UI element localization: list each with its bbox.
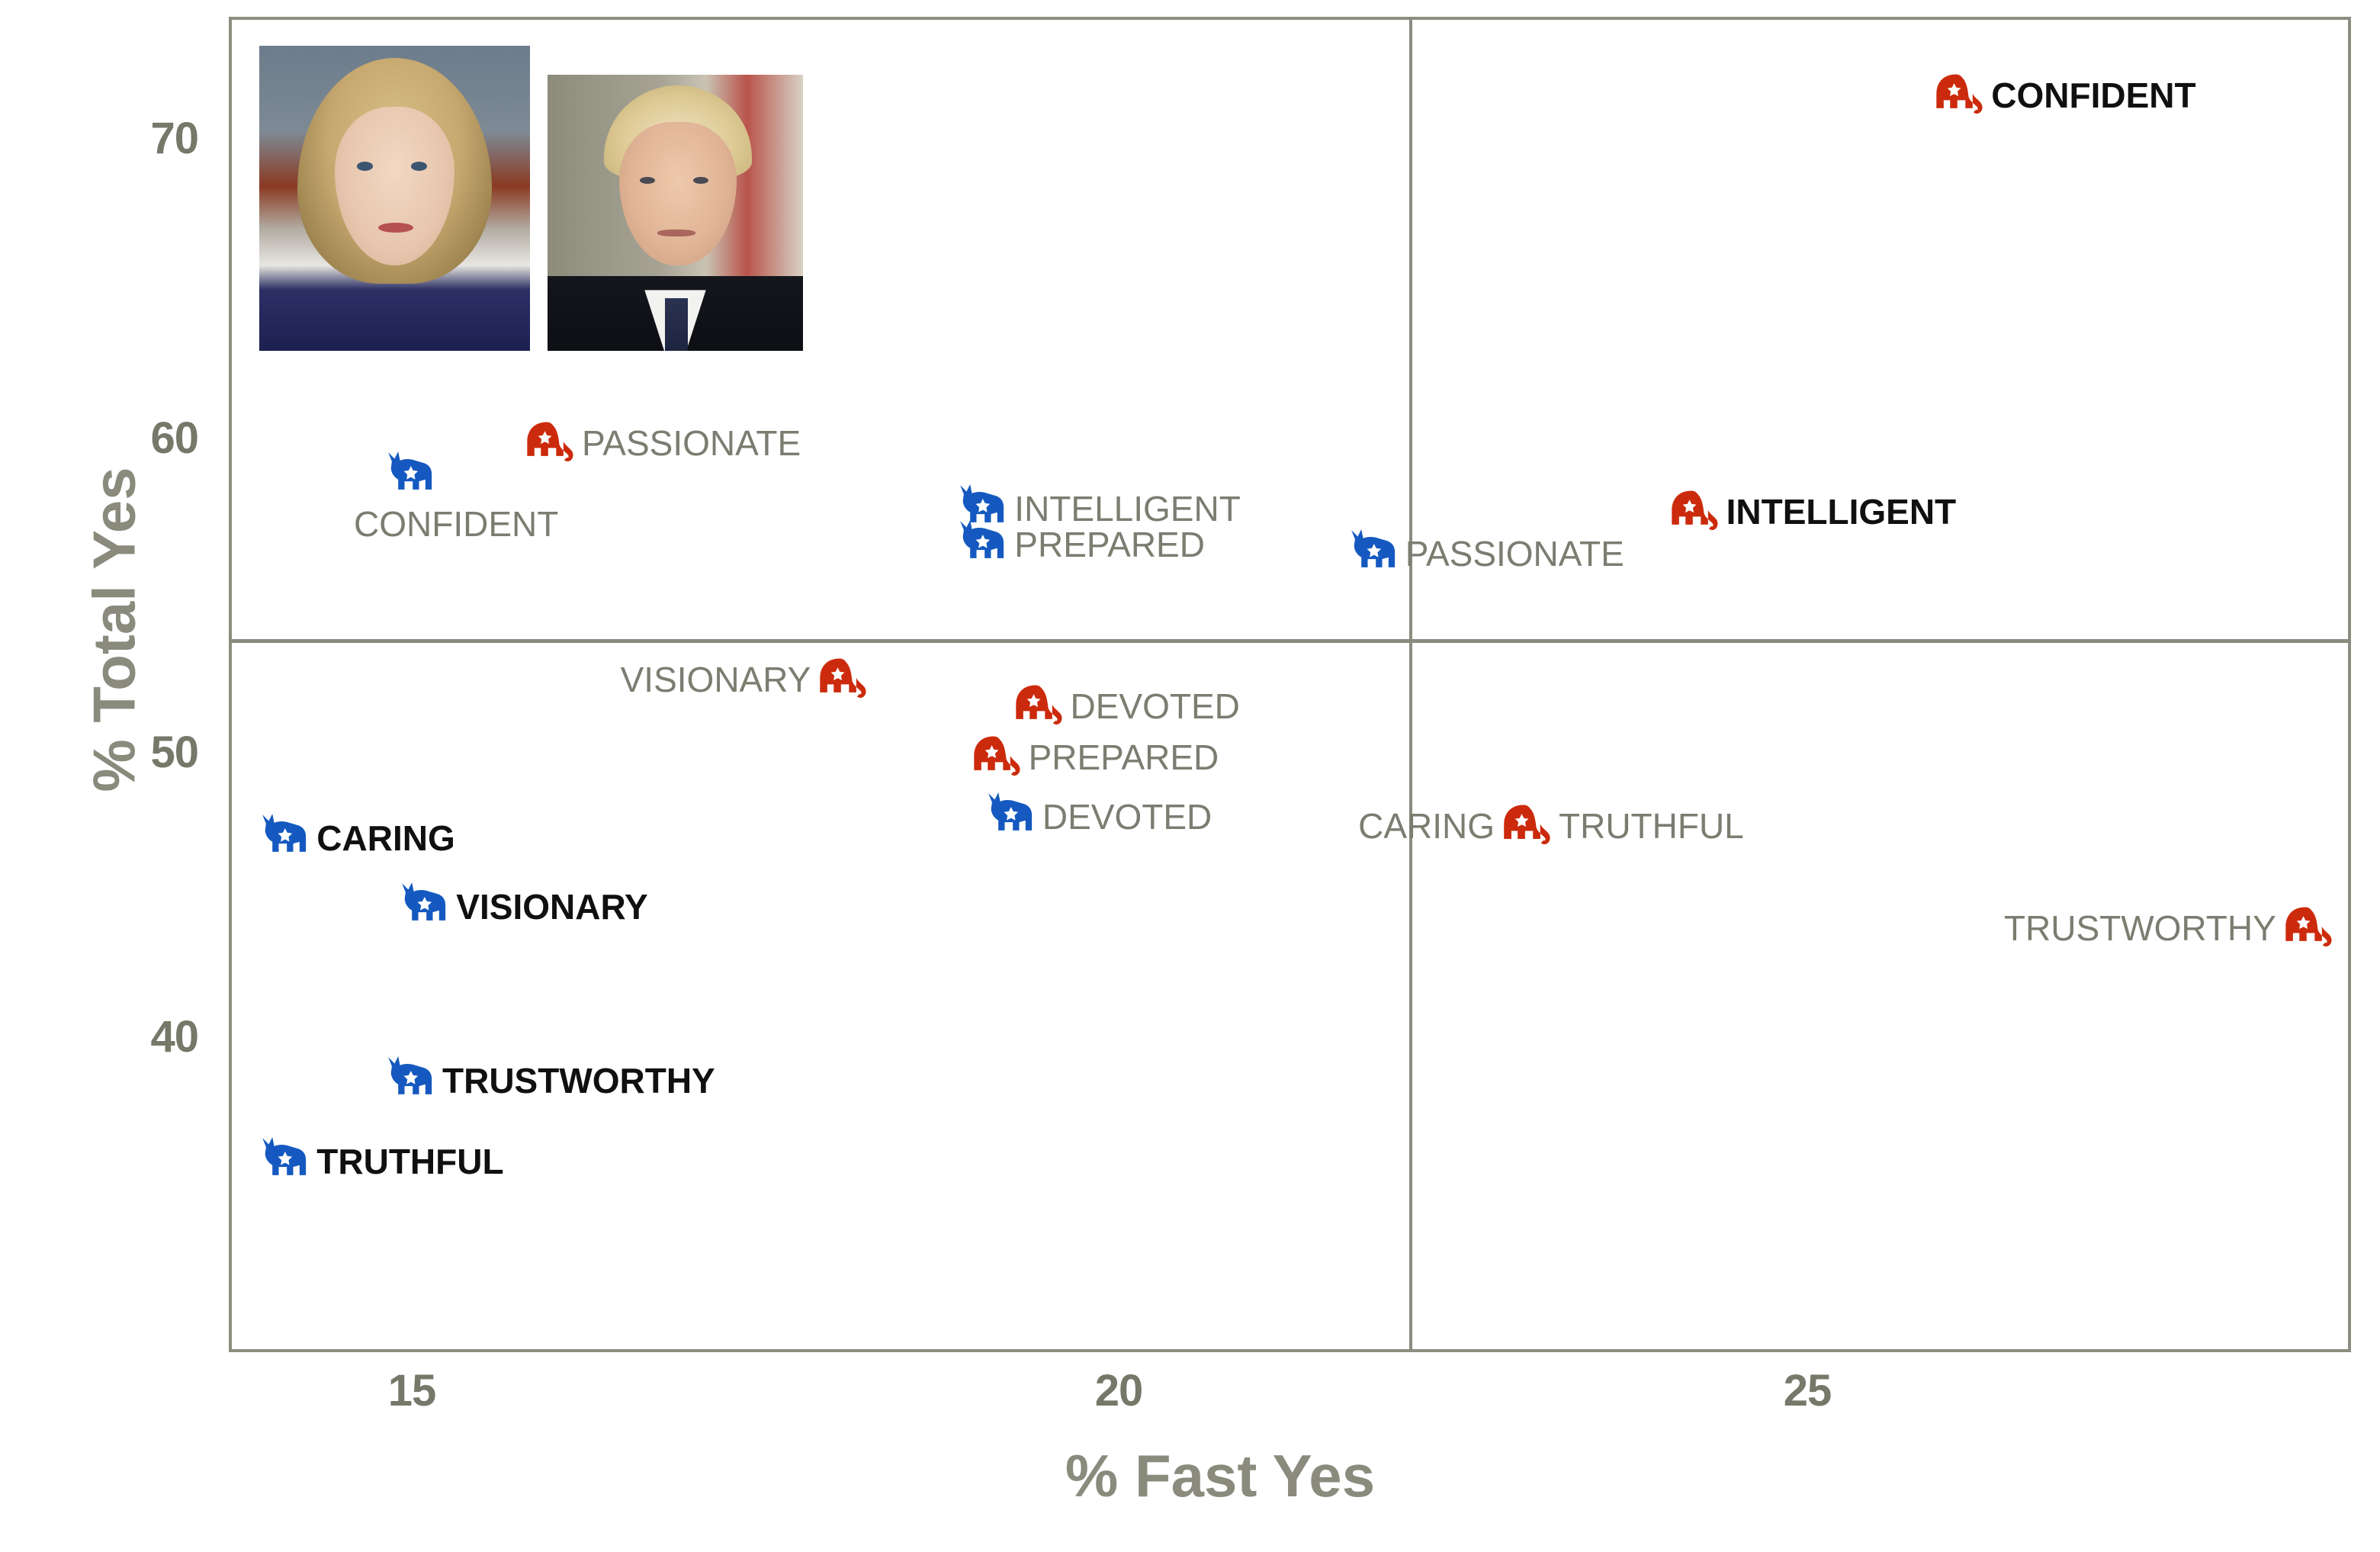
data-point-dem-visionary[interactable]: VISIONARY <box>397 878 648 936</box>
elephant-icon <box>1499 802 1557 850</box>
data-point-label: PREPARED <box>1028 737 1219 777</box>
donkey-icon <box>955 516 1013 574</box>
data-point-dem-confident[interactable]: CONFIDENT <box>354 447 558 541</box>
data-point-dem-passionate[interactable]: PASSIONATE <box>1346 525 1624 583</box>
y-axis-tick-40: 40 <box>150 1012 199 1062</box>
donald-trump-photo <box>548 75 803 351</box>
data-point-gop-truthful[interactable]: TRUTHFUL <box>1499 802 1744 850</box>
data-point-gop-prepared[interactable]: PREPARED <box>969 734 1219 781</box>
data-point-label: VISIONARY <box>620 659 811 699</box>
x-axis-tick-25: 25 <box>1783 1366 1832 1415</box>
data-point-gop-intelligent[interactable]: INTELLIGENT <box>1667 488 1957 535</box>
x-axis-tick-20: 20 <box>1094 1366 1144 1415</box>
elephant-icon <box>1011 683 1069 730</box>
donkey-icon <box>955 480 1013 538</box>
elephant-icon <box>2281 905 2339 952</box>
vertical-quadrant-divider <box>1409 17 1412 1352</box>
data-point-label: CONFIDENT <box>354 503 559 544</box>
data-point-label: DEVOTED <box>1042 797 1212 837</box>
elephant-icon <box>815 656 873 703</box>
elephant-icon <box>522 419 580 467</box>
data-point-label: INTELLIGENT <box>1726 491 1957 532</box>
data-point-label: CONFIDENT <box>1991 76 2196 116</box>
hillary-clinton-photo <box>259 46 530 351</box>
data-point-label: CARING <box>1358 806 1495 847</box>
y-axis-tick-50: 50 <box>150 728 199 777</box>
donkey-icon <box>1346 525 1404 583</box>
data-point-gop-trustworthy[interactable]: TRUSTWORTHY <box>2004 905 2339 952</box>
data-point-dem-caring[interactable]: CARING <box>257 809 455 867</box>
elephant-icon <box>1932 72 1990 119</box>
x-axis-title: % Fast Yes <box>1065 1442 1376 1509</box>
y-axis-tick-70: 70 <box>150 114 199 163</box>
y-axis-tick-60: 60 <box>150 413 199 463</box>
data-point-gop-visionary[interactable]: VISIONARY <box>621 656 874 703</box>
data-point-label: VISIONARY <box>456 887 648 927</box>
donkey-icon <box>383 1052 441 1110</box>
horizontal-quadrant-divider <box>229 639 2351 643</box>
data-point-label: CARING <box>316 818 455 858</box>
elephant-icon <box>969 734 1027 781</box>
donkey-icon <box>257 1133 315 1191</box>
data-point-label: TRUTHFUL <box>316 1141 504 1181</box>
data-point-gop-passionate[interactable]: PASSIONATE <box>522 419 801 467</box>
elephant-icon <box>1667 488 1725 535</box>
data-point-label: TRUSTWORTHY <box>2003 908 2276 948</box>
data-point-label: PASSIONATE <box>582 423 801 463</box>
y-axis-title: % Total Yes <box>80 467 148 792</box>
data-point-dem-prepared[interactable]: PREPARED <box>955 516 1205 574</box>
data-point-dem-intelligent[interactable]: INTELLIGENT <box>955 480 1241 538</box>
data-point-label: TRUSTWORTHY <box>442 1060 715 1101</box>
data-point-gop-devoted[interactable]: DEVOTED <box>1011 683 1240 730</box>
data-point-label: TRUTHFUL <box>1559 806 1744 847</box>
data-point-dem-trustworthy[interactable]: TRUSTWORTHY <box>383 1052 715 1110</box>
data-point-gop-confident[interactable]: CONFIDENT <box>1932 72 2196 119</box>
donkey-icon <box>397 878 454 936</box>
data-point-label: PREPARED <box>1014 525 1205 565</box>
x-axis-tick-15: 15 <box>387 1366 437 1415</box>
data-point-dem-truthful[interactable]: TRUTHFUL <box>257 1133 504 1191</box>
data-point-dem-devoted[interactable]: DEVOTED <box>983 788 1212 846</box>
data-point-label: INTELLIGENT <box>1014 488 1241 529</box>
data-point-label: DEVOTED <box>1070 686 1240 727</box>
data-point-label: PASSIONATE <box>1405 533 1624 574</box>
donkey-icon <box>257 809 315 867</box>
donkey-icon <box>983 788 1041 846</box>
donkey-icon <box>383 447 441 505</box>
